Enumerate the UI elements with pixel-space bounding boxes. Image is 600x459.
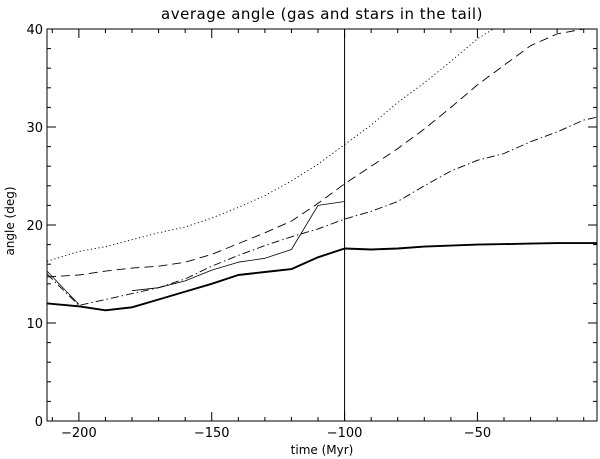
series-line-dotted-3	[47, 29, 494, 262]
plot-frame	[46, 28, 598, 422]
x-axis-label: time (Myr)	[291, 443, 354, 457]
y-tick-label: 0	[35, 415, 43, 430]
series-line-thick-solid-0	[47, 242, 597, 312]
y-tick-label: 40	[26, 23, 43, 38]
y-axis-label: angle (deg)	[3, 186, 17, 255]
series-line-dash-dot-5	[47, 116, 597, 306]
x-tick-label: −150	[194, 426, 230, 441]
y-tick-label: 10	[26, 317, 43, 332]
y-tick-label: 30	[26, 121, 43, 136]
y-tick-label: 20	[26, 219, 43, 234]
x-tick-label: −200	[61, 426, 97, 441]
x-tick-label: −100	[327, 426, 363, 441]
series-line-dashed-4	[47, 29, 597, 278]
series-group	[47, 29, 597, 312]
x-tick-label: −50	[464, 426, 491, 441]
plot-area: −200 −150 −100 −50 0 10 20 30 40	[26, 23, 598, 441]
series-line-thin-solid-2	[131, 201, 345, 292]
chart-title: average angle (gas and stars in the tail…	[161, 5, 483, 23]
